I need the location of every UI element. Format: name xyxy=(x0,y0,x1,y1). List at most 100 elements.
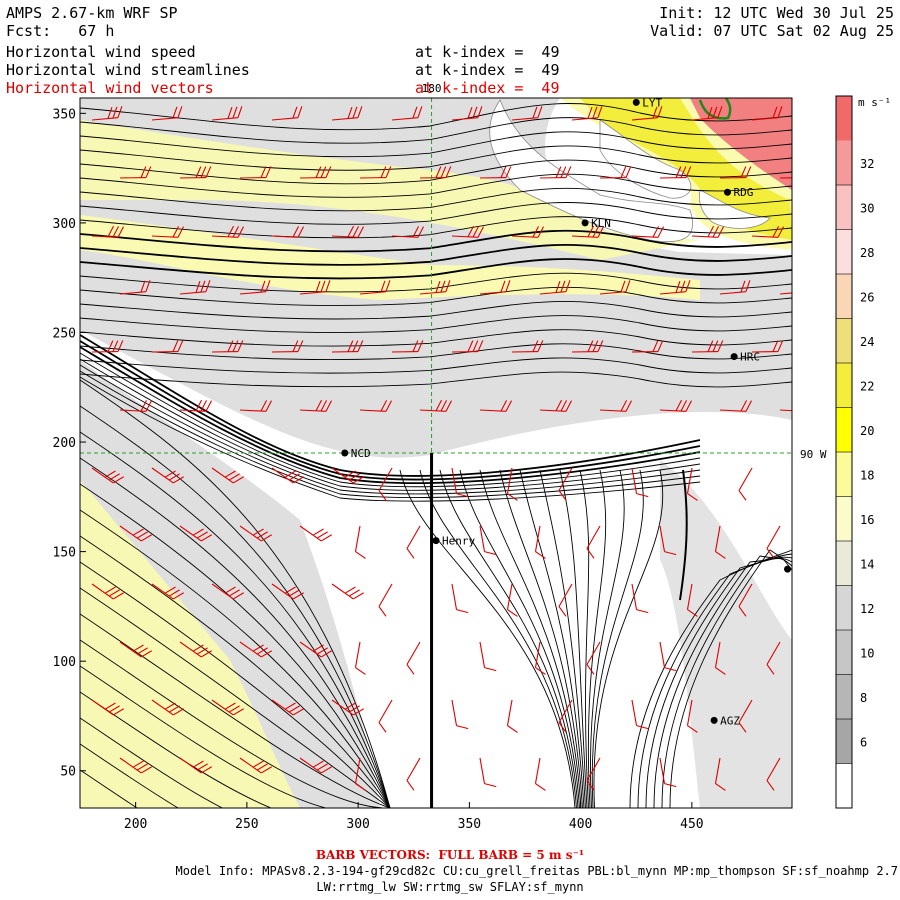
wind-barb xyxy=(354,757,366,791)
streamline xyxy=(80,358,701,491)
graticule-labels: 180 90 W xyxy=(422,82,827,461)
sea-ice-edge xyxy=(698,98,732,120)
wind-barb xyxy=(479,757,497,788)
y-tick-label: 100 xyxy=(53,655,76,670)
wind-barb xyxy=(331,340,364,353)
colorbar-label: 6 xyxy=(860,735,867,749)
wind-barb xyxy=(91,583,124,600)
wind-barb xyxy=(406,641,421,675)
forecast-hour: Fcst: 67 h xyxy=(6,22,114,40)
streamline xyxy=(519,469,585,808)
wind-barb xyxy=(779,409,792,412)
colorbar-swatch xyxy=(836,318,852,363)
wind-barb xyxy=(179,757,212,774)
wind-barb xyxy=(738,467,753,501)
wind-barbs xyxy=(91,106,792,791)
wind-barb xyxy=(506,467,518,501)
wind-barb xyxy=(91,467,124,484)
barb-legend: BARB VECTORS: FULL BARB = 5 m s⁻¹ xyxy=(315,848,585,862)
wind-barb xyxy=(599,280,631,295)
station-rdg: RDG xyxy=(723,186,753,199)
colorbar-label: 16 xyxy=(860,513,874,527)
wind-barb xyxy=(479,641,497,672)
colorbar-label: 24 xyxy=(860,335,874,349)
station-lyt: LYT xyxy=(632,98,662,109)
colorbar-swatch xyxy=(836,363,852,408)
streamline xyxy=(80,769,390,808)
wind-barb xyxy=(179,399,213,412)
wind-barb xyxy=(91,106,123,121)
wind-barb xyxy=(419,280,451,295)
wind-barb xyxy=(391,226,425,238)
streamline xyxy=(80,300,792,320)
streamline xyxy=(80,639,390,808)
streamline xyxy=(80,131,792,158)
streamline xyxy=(80,370,701,498)
station-marker xyxy=(632,98,640,106)
plot-frame xyxy=(79,97,793,809)
field-2-name: Horizontal wind streamlines xyxy=(6,61,250,79)
wind-barb xyxy=(686,467,698,501)
plot-area: NCD Henry KLN RDG HRC AGZ LYT xyxy=(80,98,792,808)
wind-barb xyxy=(479,166,512,179)
wind-barb xyxy=(151,106,183,121)
colorbar-swatch xyxy=(836,185,852,230)
field-1-level: at k-index = 49 xyxy=(415,43,560,61)
station-marker xyxy=(341,449,349,457)
colorbar-label: 20 xyxy=(860,424,874,438)
stations: NCD Henry KLN RDG HRC AGZ LYT xyxy=(341,98,792,727)
wind-barb xyxy=(659,757,677,788)
speed-band-yellow-north xyxy=(80,120,700,260)
station-kln: KLN xyxy=(581,217,611,230)
wind-barb xyxy=(599,400,633,412)
parallel-label: 90 W xyxy=(800,448,827,461)
wind-barb xyxy=(378,699,393,733)
model-title: AMPS 2.67-km WRF SP xyxy=(6,4,178,22)
colorbar-swatch xyxy=(836,96,852,141)
wind-barb xyxy=(151,340,184,353)
streamline xyxy=(80,103,792,131)
wind-barb xyxy=(179,280,211,295)
wind-barb xyxy=(631,699,649,730)
wind-barb xyxy=(506,699,518,733)
streamline xyxy=(593,469,664,808)
wind-barb xyxy=(539,280,571,295)
station-unnamed xyxy=(784,565,792,573)
streamline xyxy=(399,469,576,808)
wind-barb xyxy=(406,525,421,559)
streamline xyxy=(661,555,792,808)
wind-barb xyxy=(479,525,497,556)
wind-barb xyxy=(151,699,184,716)
streamline xyxy=(80,258,792,280)
field-3-name: Horizontal wind vectors xyxy=(6,79,214,97)
x-tick-label: 450 xyxy=(680,817,703,832)
streamline xyxy=(80,229,792,253)
wind-barb xyxy=(691,225,725,238)
wind-barb xyxy=(331,699,364,716)
coast-patch-1 xyxy=(489,99,693,243)
wind-barb xyxy=(451,467,469,498)
streamlines xyxy=(80,103,792,808)
wind-barb xyxy=(659,399,693,412)
wind-barb xyxy=(719,280,751,295)
wind-barb xyxy=(719,400,753,412)
colorbar-label: 28 xyxy=(860,246,874,260)
streamline xyxy=(80,243,792,266)
streamline xyxy=(80,334,701,477)
colorbar-swatch xyxy=(836,274,852,319)
colorbar-swatch xyxy=(836,541,852,586)
streamline xyxy=(587,469,607,808)
wind-speed-shading xyxy=(80,98,792,808)
init-time: Init: 12 UTC Wed 30 Jul 25 xyxy=(659,4,894,22)
wind-barb xyxy=(659,280,691,295)
station-marker xyxy=(710,716,718,724)
wind-barb xyxy=(714,525,726,559)
speed-band-yellow-mid xyxy=(80,215,700,300)
streamline xyxy=(499,469,583,808)
wind-barb xyxy=(539,166,572,179)
field-1-name: Horizontal wind speed xyxy=(6,43,196,61)
wind-barb xyxy=(738,583,753,617)
wind-barb xyxy=(686,583,698,617)
wind-barb xyxy=(751,340,784,353)
station-marker xyxy=(730,353,738,361)
